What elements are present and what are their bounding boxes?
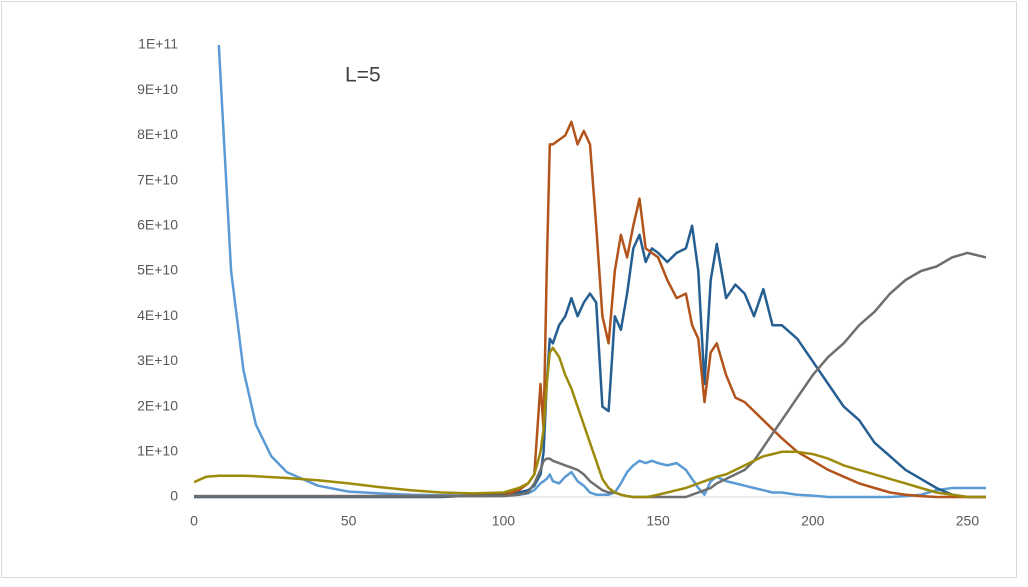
annotation: L=5 xyxy=(345,64,381,87)
y-tick-label: 2E+10 xyxy=(137,397,178,413)
chart-frame xyxy=(1,1,1017,578)
y-tick-label: 6E+10 xyxy=(137,217,178,233)
y-tick-label: 4E+10 xyxy=(137,307,178,323)
x-tick-label: 100 xyxy=(492,513,516,529)
y-tick-label: 7E+10 xyxy=(137,171,178,187)
y-tick-label: 1E+10 xyxy=(137,443,178,459)
y-tick-label: 1E+11 xyxy=(138,36,178,52)
series-line xyxy=(194,346,986,499)
x-tick-label: 150 xyxy=(646,513,670,529)
y-tick-label: 8E+10 xyxy=(137,126,178,142)
x-tick-label: 200 xyxy=(801,513,825,529)
y-tick-label: 0 xyxy=(170,488,178,504)
y-tick-label: 3E+10 xyxy=(137,352,178,368)
y-tick-label: 9E+10 xyxy=(137,81,178,97)
x-tick-label: 50 xyxy=(341,513,357,529)
y-tick-label: 5E+10 xyxy=(137,262,178,278)
x-tick-label: 0 xyxy=(190,513,198,529)
x-tick-label: 250 xyxy=(956,513,980,529)
